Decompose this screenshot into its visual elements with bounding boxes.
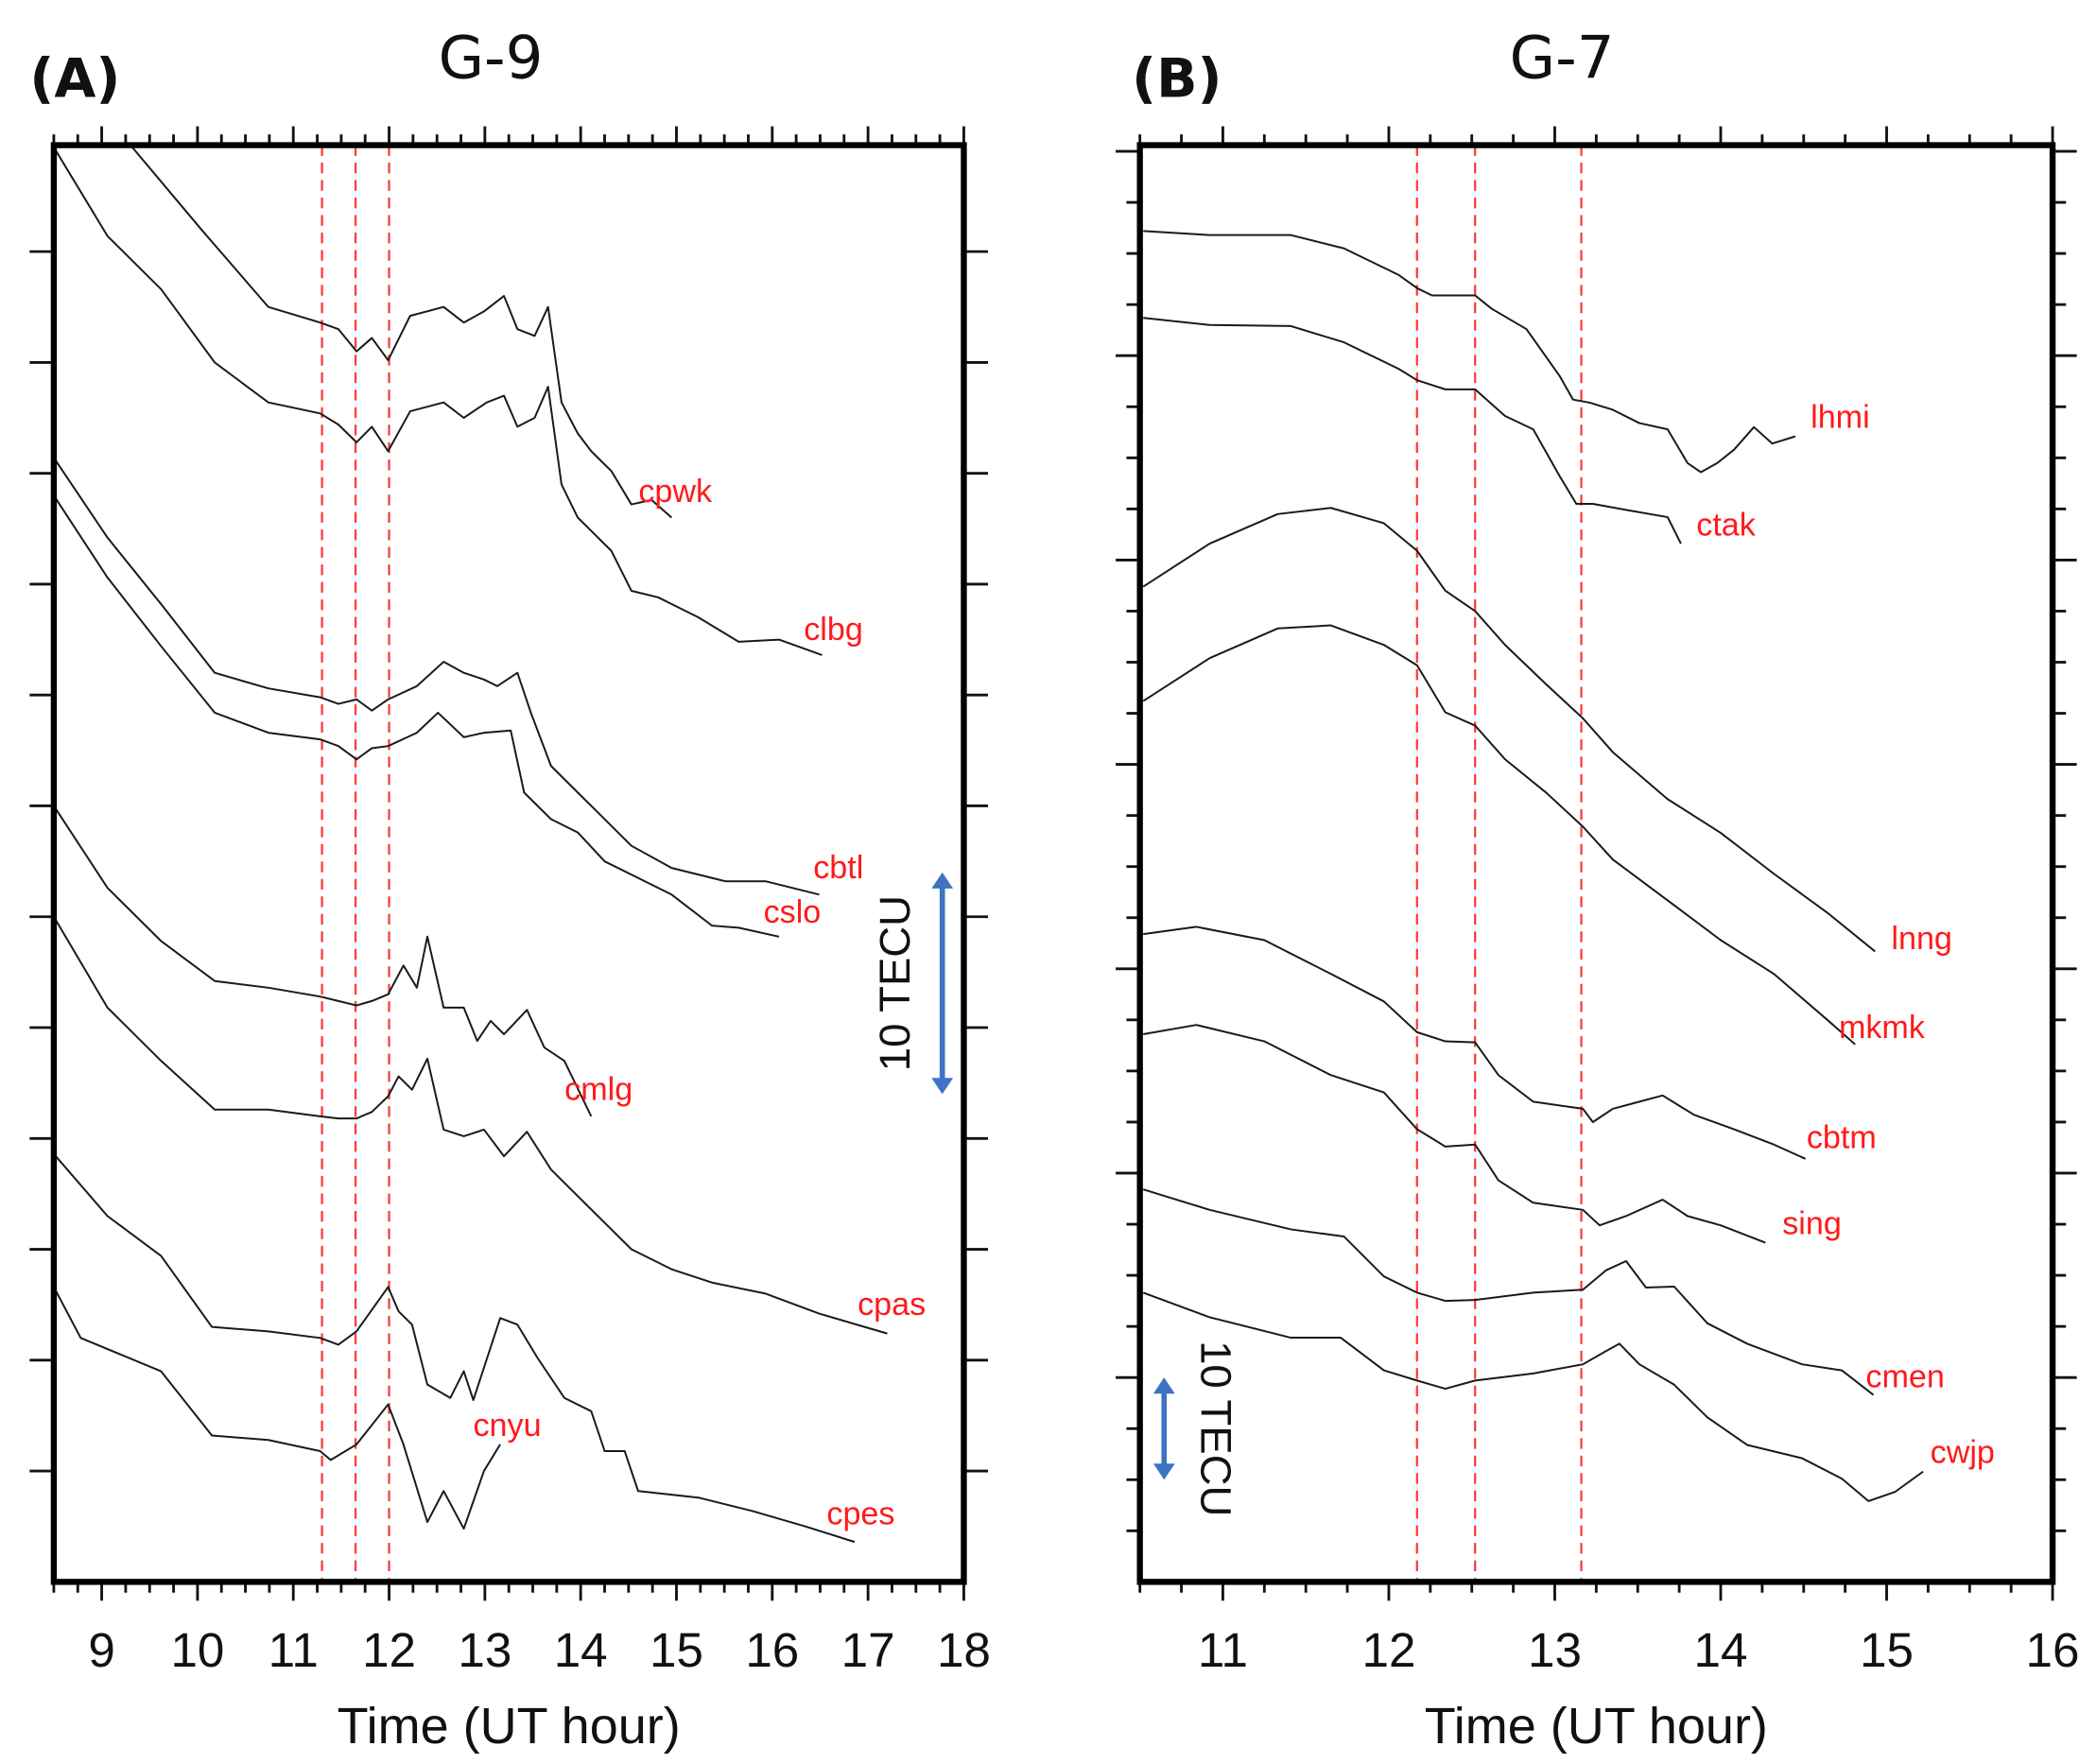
arrow-up-icon [1152,1377,1175,1394]
x-tick-label: 15 [650,1623,703,1677]
x-tick-label: 14 [1694,1623,1748,1677]
station-label-cpas: cpas [858,1287,926,1323]
series-line-cwjp [1142,1291,1924,1502]
station-label-cnyu: cnyu [474,1408,542,1444]
series-line-cbtm [1143,925,1806,1160]
station-label-mkmk: mkmk [1839,1010,1926,1046]
series-line-clbg [53,147,823,656]
arrow-up-icon [931,872,954,889]
arrow-down-icon [931,1078,954,1095]
station-label-ctak: ctak [1696,507,1757,543]
station-label-cpwk: cpwk [638,474,713,510]
series-line-cmlg [53,804,593,1117]
x-axis-title: Time (UT hour) [338,1698,681,1755]
scale-bar-label: 10 TECU [1191,1340,1239,1516]
panel-title: G-7 [1510,23,1615,92]
station-label-cbtm: cbtm [1807,1120,1877,1156]
x-tick-label: 11 [269,1623,319,1677]
series-line-mkmk [1142,624,1856,1046]
x-tick-label: 13 [458,1623,511,1677]
x-tick-label: 12 [362,1623,416,1677]
panel-label: (B) [1132,47,1222,110]
station-label-cmen: cmen [1865,1359,1944,1395]
panel-title: G-9 [439,23,544,92]
x-tick-label: 17 [841,1623,895,1677]
x-tick-label: 14 [554,1623,608,1677]
plot-frame [1136,142,2056,1585]
x-tick-label: 15 [1860,1623,1914,1677]
x-tick-label: 9 [88,1623,114,1677]
station-label-cslo: cslo [764,894,822,930]
station-label-cmlg: cmlg [564,1071,633,1107]
arrow-down-icon [1152,1463,1175,1480]
panel-label: (A) [29,47,120,110]
series-line-sing [1143,1024,1766,1244]
series-line-cpwk [130,144,673,519]
series-line-cpes [53,1153,856,1544]
x-tick-label: 16 [745,1623,799,1677]
station-label-cbtl: cbtl [813,850,863,886]
station-label-lhmi: lhmi [1811,400,1870,436]
series-line-cbtl [53,457,820,896]
x-axis-title: Time (UT hour) [1425,1698,1768,1755]
series-line-cmen [1142,1188,1875,1396]
x-tick-label: 16 [2026,1623,2080,1677]
plot-frame [50,142,967,1585]
x-tick-label: 12 [1361,1623,1415,1677]
station-label-clbg: clbg [804,612,863,648]
series-line-cnyu [53,1286,501,1531]
x-tick-label: 10 [170,1623,224,1677]
x-tick-label: 11 [1198,1623,1248,1677]
station-label-lnng: lnng [1891,921,1951,957]
station-label-sing: sing [1782,1206,1842,1242]
x-tick-label: 18 [937,1623,991,1677]
series-line-ctak [1143,317,1682,545]
series-line-cslo [53,494,780,938]
series-line-lnng [1142,507,1876,953]
station-label-cpes: cpes [826,1496,894,1532]
station-label-cwjp: cwjp [1931,1434,1995,1470]
x-tick-label: 13 [1528,1623,1582,1677]
scale-bar-label: 10 TECU [871,895,919,1071]
series-line-cpas [53,916,888,1335]
series-line-lhmi [1143,230,1796,474]
